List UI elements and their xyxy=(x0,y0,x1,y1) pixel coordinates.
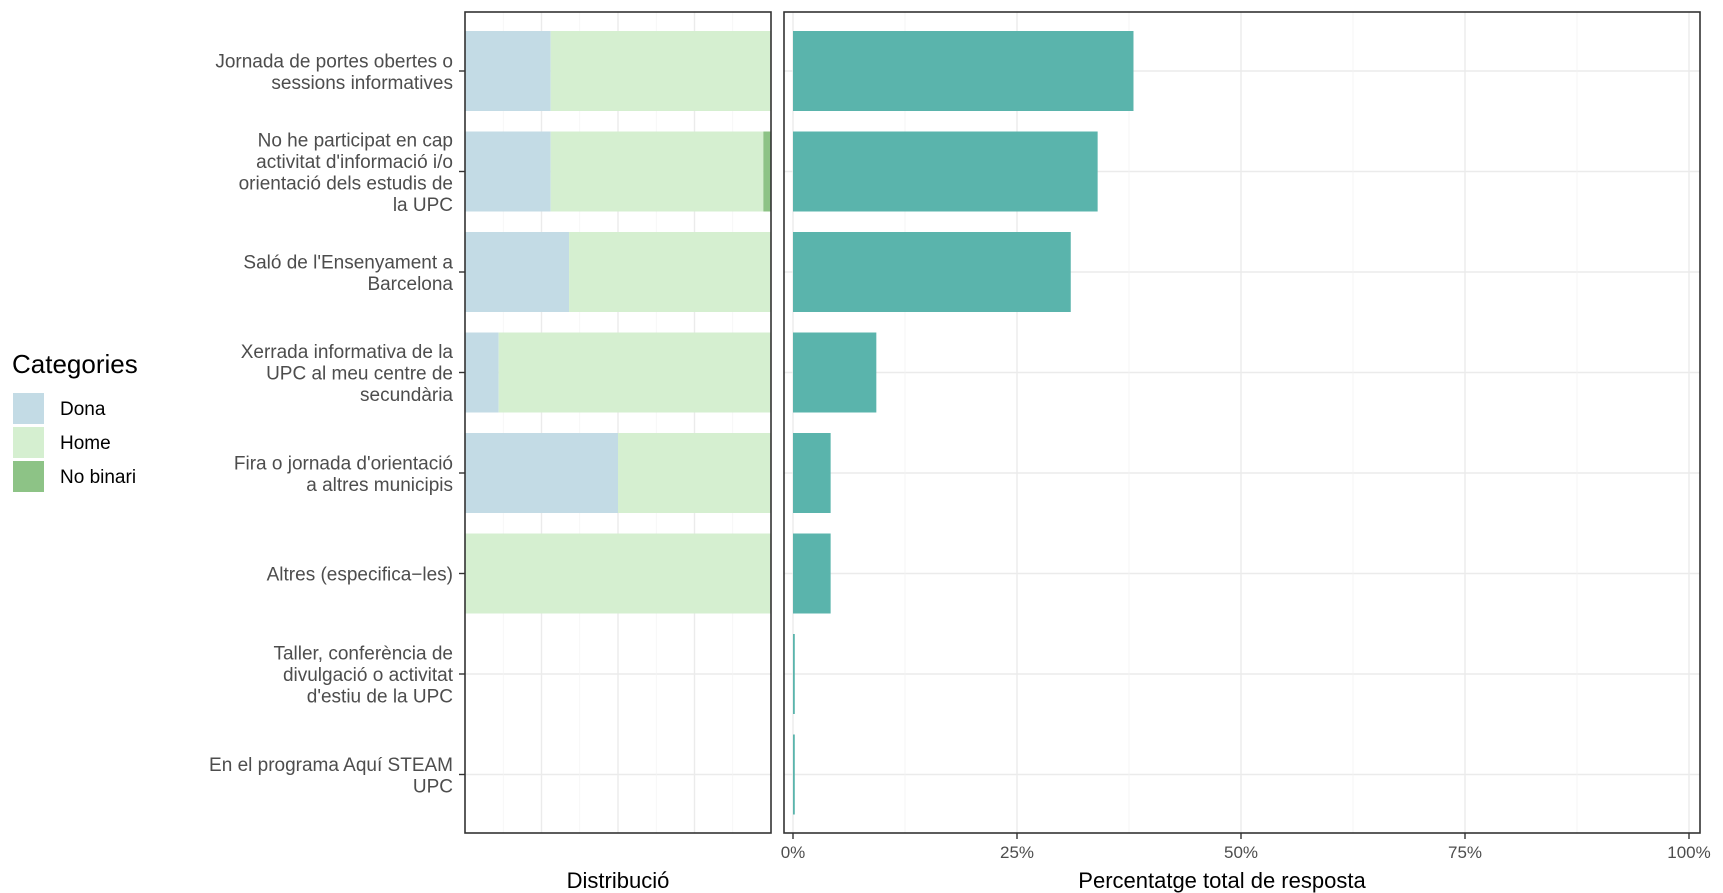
legend-swatch xyxy=(13,393,44,424)
left-x-axis-title: Distribució xyxy=(567,868,670,893)
bar-segment-home xyxy=(550,131,764,212)
bar-segment-home xyxy=(498,332,771,413)
bar-segment-dona xyxy=(465,31,551,111)
x-tick-label: 100% xyxy=(1667,843,1710,862)
right-panel-frame xyxy=(783,11,1701,834)
bar-segment-dona xyxy=(465,433,618,513)
legend-label: No binari xyxy=(60,467,136,488)
left-panel-frame xyxy=(464,11,772,834)
category-label: divulgació o activitat xyxy=(283,665,454,686)
category-label: Xerrada informativa de la xyxy=(241,342,454,363)
total-response-bar xyxy=(793,31,1134,111)
x-tick-label: 75% xyxy=(1448,843,1482,862)
bar-segment-dona xyxy=(465,332,499,413)
category-label: activitat d'informació i/o xyxy=(256,152,453,173)
category-label: Barcelona xyxy=(367,274,453,295)
bar-segment-no-binari xyxy=(763,131,771,212)
total-response-bar xyxy=(793,232,1071,312)
category-label: Taller, conferència de xyxy=(273,644,453,665)
category-label: secundària xyxy=(360,385,453,406)
category-label: En el programa Aquí STEAM xyxy=(209,755,453,776)
category-label: Altres (especifica−les) xyxy=(267,565,453,586)
category-label: No he participat en cap xyxy=(258,130,453,151)
total-response-bar xyxy=(793,131,1098,212)
category-label: sessions informatives xyxy=(271,73,453,94)
category-label: a altres municipis xyxy=(306,475,453,496)
bar-segment-dona xyxy=(465,131,551,212)
category-label: UPC xyxy=(413,776,453,797)
total-response-bar xyxy=(793,533,831,614)
category-label: Fira o jornada d'orientació xyxy=(234,453,453,474)
bar-segment-home xyxy=(618,433,771,513)
right-panel-gridlines xyxy=(784,12,1700,833)
bar-segment-dona xyxy=(465,232,570,312)
total-response-bar xyxy=(793,433,831,513)
total-response-bar xyxy=(793,332,877,413)
legend: Categories Dona Home No binari xyxy=(12,349,138,492)
legend-swatch xyxy=(13,427,44,458)
legend-swatch xyxy=(13,461,44,492)
bar-segment-home xyxy=(550,31,771,111)
right-x-axis-title: Percentatge total de resposta xyxy=(1078,868,1366,893)
bar-segment-home xyxy=(569,232,771,312)
legend-label: Dona xyxy=(60,399,106,420)
category-label: la UPC xyxy=(393,195,453,216)
category-label: d'estiu de la UPC xyxy=(307,687,453,708)
x-tick-label: 25% xyxy=(1000,843,1034,862)
category-label: UPC al meu centre de xyxy=(266,364,453,385)
right-panel-bars xyxy=(793,31,1134,815)
category-label: Jornada de portes obertes o xyxy=(215,51,453,72)
category-label: Saló de l'Ensenyament a xyxy=(243,252,453,273)
bar-segment-home xyxy=(465,533,771,614)
right-x-ticks: 0% 25% 50% 75% 100% xyxy=(781,833,1711,862)
x-tick-label: 0% xyxy=(781,843,806,862)
total-response-bar xyxy=(793,634,795,714)
total-response-bar xyxy=(793,734,795,815)
x-tick-label: 50% xyxy=(1224,843,1258,862)
left-panel-bars xyxy=(465,31,771,614)
legend-label: Home xyxy=(60,433,111,454)
category-label: orientació dels estudis de xyxy=(239,173,453,194)
legend-title: Categories xyxy=(12,349,138,379)
